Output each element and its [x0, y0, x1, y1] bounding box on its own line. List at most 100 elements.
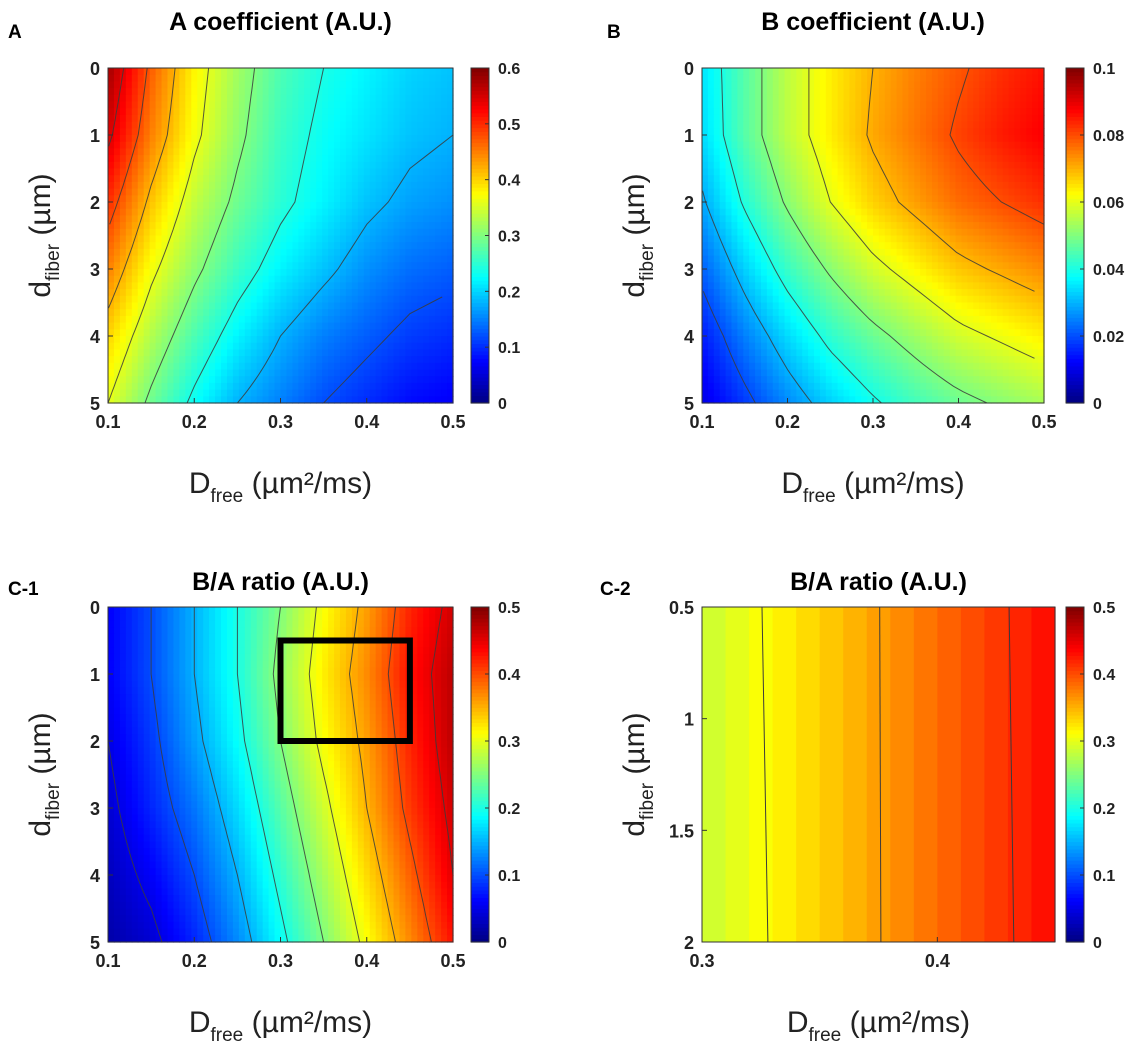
heatmap-cell — [405, 114, 412, 123]
heatmap-cell — [808, 242, 815, 250]
heatmap-cell — [713, 101, 721, 109]
heatmap-cell — [381, 222, 389, 230]
heatmap-cell — [979, 101, 986, 109]
heatmap-cell — [743, 155, 750, 163]
heatmap-cell — [825, 74, 833, 82]
heatmap-cell — [345, 148, 353, 156]
heatmap-cell — [990, 81, 998, 89]
heatmap-cell — [819, 255, 827, 263]
heatmap-cell — [387, 222, 395, 230]
heatmap-cell — [926, 81, 933, 89]
heatmap-cell — [902, 175, 909, 183]
colorbar-segment — [471, 79, 489, 84]
heatmap-cell — [737, 181, 744, 190]
heatmap-cell — [967, 88, 974, 96]
heatmap-cell — [316, 168, 323, 176]
heatmap-cell — [179, 168, 186, 176]
heatmap-cell — [961, 275, 968, 283]
heatmap-cell — [973, 175, 980, 183]
heatmap-cell — [902, 215, 909, 223]
heatmap-cell — [417, 315, 424, 324]
heatmap-cell — [167, 121, 175, 129]
colorbar-tick-label: 0.3 — [498, 229, 520, 246]
heatmap-cell — [191, 255, 198, 263]
heatmap-cell — [125, 135, 133, 143]
heatmap-cell — [731, 101, 738, 109]
heatmap-cell — [447, 188, 454, 196]
heatmap-cell — [855, 255, 862, 263]
heatmap-cell — [381, 155, 389, 163]
heatmap-cell — [435, 74, 442, 82]
heatmap-cell — [381, 68, 389, 76]
heatmap-cell — [902, 121, 909, 129]
heatmap-cell — [113, 396, 121, 404]
heatmap-cell — [1020, 275, 1027, 283]
heatmap-cell — [1026, 222, 1033, 230]
heatmap-cell — [755, 242, 762, 250]
heatmap-cell — [1002, 202, 1010, 210]
heatmap-cell — [274, 74, 282, 82]
heatmap-cell — [1020, 141, 1027, 149]
heatmap-cell — [417, 309, 424, 317]
heatmap-cell — [955, 242, 963, 250]
heatmap-cell — [1008, 202, 1016, 210]
heatmap-cell — [1026, 202, 1033, 210]
heatmap-cell — [405, 215, 412, 223]
heatmap-cell — [173, 235, 180, 243]
heatmap-cell — [357, 114, 365, 123]
heatmap-cell — [423, 329, 430, 337]
heatmap-cell — [808, 275, 815, 283]
heatmap-cell — [973, 101, 980, 109]
heatmap-cell — [884, 128, 892, 136]
heatmap-cell — [447, 135, 454, 143]
heatmap-cell — [405, 74, 412, 82]
heatmap-cell — [878, 188, 886, 196]
heatmap-cell — [967, 121, 974, 129]
heatmap-cell — [417, 302, 424, 310]
heatmap-cell — [363, 329, 371, 337]
heatmap-cell — [878, 141, 886, 149]
heatmap-cell — [990, 148, 998, 156]
heatmap-cell — [316, 389, 323, 397]
heatmap-cell — [262, 295, 270, 304]
heatmap-cell — [286, 289, 293, 297]
heatmap-cell — [878, 228, 886, 237]
heatmap-cell — [351, 315, 359, 324]
heatmap-cell — [937, 68, 945, 76]
heatmap-cell — [713, 215, 721, 223]
heatmap-cell — [369, 181, 377, 190]
colorbar-segment — [471, 362, 489, 367]
heatmap-cell — [292, 215, 299, 223]
heatmap-cell — [262, 101, 270, 109]
heatmap-cell — [268, 101, 276, 109]
heatmap-cell — [232, 94, 240, 103]
heatmap-cell — [191, 135, 198, 143]
heatmap-cell — [316, 315, 323, 324]
heatmap-cell — [825, 228, 833, 237]
heatmap-cell — [328, 269, 335, 277]
heatmap-cell — [914, 208, 921, 216]
heatmap-cell — [743, 161, 750, 170]
heatmap-cell — [1032, 202, 1039, 210]
heatmap-cell — [298, 376, 305, 384]
heatmap-cell — [985, 114, 992, 123]
heatmap-cell — [713, 108, 721, 116]
heatmap-cell — [322, 315, 329, 324]
heatmap-cell — [405, 376, 412, 384]
heatmap-cell — [996, 222, 1004, 230]
heatmap-cell — [381, 168, 389, 176]
heatmap-cell — [209, 382, 216, 391]
heatmap-cell — [226, 282, 234, 290]
heatmap-cell — [298, 295, 305, 304]
heatmap-cell — [441, 168, 448, 176]
heatmap-cell — [310, 329, 317, 337]
heatmap-cell — [215, 329, 222, 337]
heatmap-cell — [226, 161, 234, 170]
heatmap-cell — [274, 309, 282, 317]
heatmap-cell — [357, 208, 365, 216]
heatmap-cell — [902, 242, 909, 250]
heatmap-cell — [131, 248, 139, 257]
heatmap-cell — [393, 248, 401, 257]
heatmap-cell — [896, 175, 904, 183]
